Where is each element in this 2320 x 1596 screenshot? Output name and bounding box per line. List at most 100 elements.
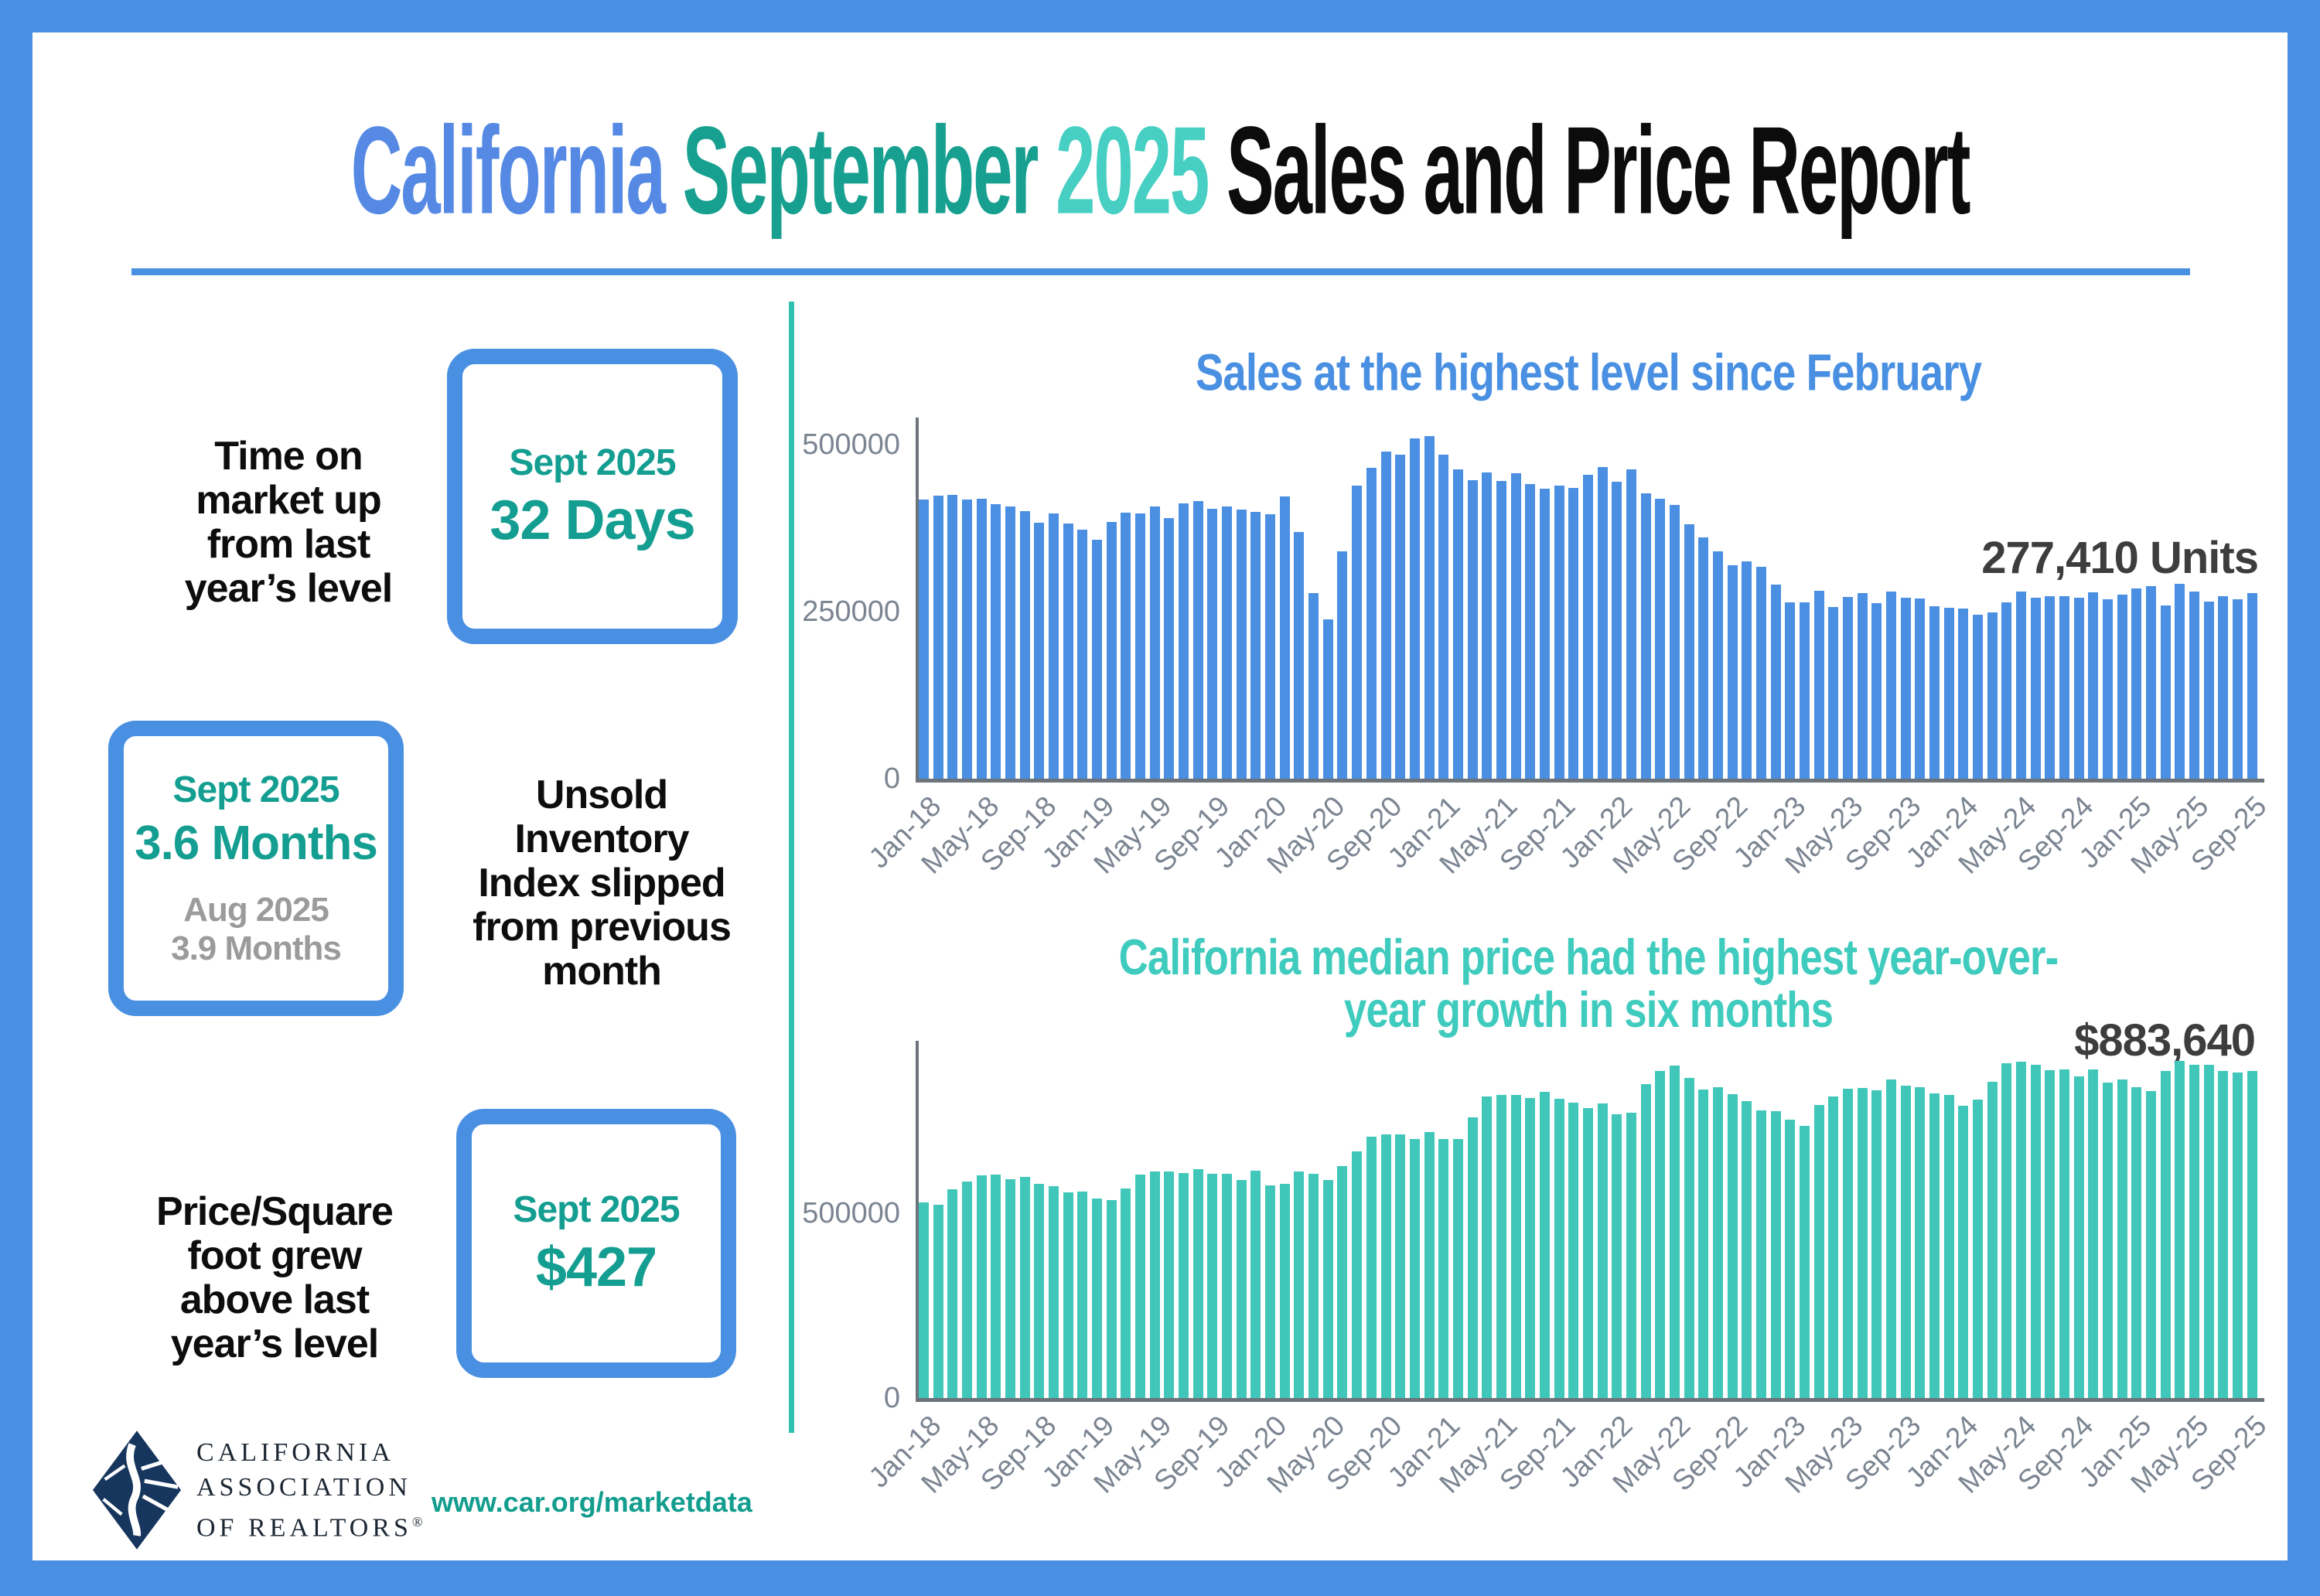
existing-home-sales-bar: [976, 499, 987, 779]
existing-home-sales-bar: [1121, 512, 1131, 779]
median-price-bar: [1121, 1188, 1131, 1398]
median-price-bar: [1640, 1083, 1651, 1398]
median-price-bar: [1409, 1139, 1420, 1398]
existing-home-sales-bar: [1973, 614, 1984, 779]
median-price-bar: [1308, 1173, 1319, 1398]
existing-home-sales-bar: [1943, 608, 1954, 779]
title-month: September: [682, 101, 1039, 240]
median-price-bar: [1164, 1171, 1175, 1398]
median-price-bar: [2030, 1064, 2041, 1398]
median-price-bar: [1452, 1139, 1463, 1398]
median-price-bar: [1886, 1079, 1897, 1398]
median-price-bar: [1352, 1151, 1363, 1398]
existing-home-sales-bar: [1958, 609, 1969, 779]
median-price-bar: [1755, 1110, 1766, 1398]
median-price-bar: [1207, 1174, 1218, 1398]
existing-home-sales-bar: [1395, 455, 1406, 779]
existing-home-sales-bar: [1626, 469, 1636, 779]
existing-home-sales-bar: [1612, 481, 1622, 779]
existing-home-sales-bar: [1929, 606, 1940, 779]
median-price-bar: [2175, 1061, 2185, 1398]
median-price-bar: [933, 1204, 943, 1398]
sales-x-axis-labels: Jan-18 May-18 Sep-18 Jan-19 May-19 Sep-19 Jan-…: [863, 790, 2272, 922]
median-price-bar: [1568, 1102, 1579, 1398]
median-price-bar: [1871, 1090, 1882, 1398]
median-price-bar: [1438, 1138, 1449, 1398]
stat-period-label: Sept 2025: [509, 442, 676, 483]
existing-home-sales-bar: [2175, 583, 2185, 779]
existing-home-sales-bar: [2103, 599, 2114, 779]
existing-home-sales-bar: [1077, 530, 1088, 779]
existing-home-sales-bar: [1813, 590, 1824, 779]
stat-price-sqft-box: Sept 2025 $427: [456, 1109, 736, 1378]
median-price-bar: [1698, 1089, 1709, 1398]
median-price-bar: [1265, 1185, 1276, 1398]
median-price-bar: [1496, 1095, 1506, 1398]
median-price-bar: [1092, 1199, 1103, 1398]
existing-home-sales-bar: [2088, 592, 2099, 779]
median-price-bar: [1222, 1174, 1233, 1398]
stat-unsold-inventory-text: Unsold Inventory Index slipped from prev…: [473, 772, 732, 994]
median-price-bar: [2059, 1069, 2070, 1398]
sales-annotation: 277,410 Units: [1981, 533, 2259, 583]
existing-home-sales-bar: [2073, 597, 2084, 779]
price-bars: [919, 1041, 2258, 1398]
logo-line-realtors: OF REALTORS®: [196, 1513, 427, 1543]
median-price-bar: [1843, 1088, 1853, 1398]
median-price-bar: [1380, 1134, 1391, 1398]
existing-home-sales-bar: [1568, 487, 1579, 779]
median-price-bar: [2131, 1087, 2142, 1398]
existing-home-sales-bar: [1308, 593, 1319, 779]
median-price-bar: [1135, 1175, 1146, 1398]
existing-home-sales-bar: [1727, 564, 1738, 779]
sales-y-axis-line: [916, 418, 919, 779]
existing-home-sales-bar: [2030, 598, 2041, 779]
median-price-bar: [976, 1175, 987, 1398]
median-price-bar: [1294, 1171, 1305, 1398]
median-price-bar: [1770, 1111, 1781, 1398]
marketdata-url[interactable]: www.car.org/marketdata: [432, 1486, 752, 1518]
median-price-bar: [2146, 1091, 2157, 1398]
median-price-bar: [2088, 1069, 2099, 1398]
existing-home-sales-bar: [1207, 508, 1218, 779]
median-price-bar: [1987, 1081, 1998, 1398]
existing-home-sales-bar: [933, 496, 943, 779]
median-price-bar: [2233, 1072, 2243, 1398]
median-price-bar: [1063, 1192, 1073, 1398]
existing-home-sales-bar: [1352, 486, 1363, 779]
car-logo-icon: [92, 1431, 182, 1550]
median-price-bar: [1467, 1117, 1478, 1398]
existing-home-sales-bar: [1467, 479, 1478, 779]
sales-y-axis-labels: 0 250000 500000: [722, 418, 900, 793]
existing-home-sales-bar: [1034, 523, 1045, 779]
median-price-bar: [2045, 1069, 2056, 1398]
existing-home-sales-bar: [991, 503, 1001, 779]
median-price-bar: [1077, 1192, 1088, 1398]
median-price-bar: [1597, 1103, 1608, 1398]
existing-home-sales-bar: [1424, 436, 1435, 779]
median-price-bar: [1828, 1096, 1839, 1398]
existing-home-sales-bar: [2160, 605, 2171, 779]
existing-home-sales-bar: [1192, 501, 1203, 779]
median-price-bar: [1539, 1091, 1550, 1398]
stat-period-label: Sept 2025: [513, 1188, 680, 1230]
median-price-bar: [1510, 1094, 1521, 1398]
sales-bar-chart: 0 250000 500000 Jan-18 May-18 Sep-18 Jan-19 Ma…: [802, 418, 2272, 880]
existing-home-sales-bar: [2117, 595, 2127, 779]
existing-home-sales-bar: [1510, 472, 1521, 779]
price-y-axis-line: [916, 1041, 919, 1398]
existing-home-sales-bar: [1337, 551, 1348, 779]
y-tick-label: 0: [883, 762, 900, 795]
existing-home-sales-bar: [962, 500, 973, 779]
median-price-bar: [1684, 1078, 1694, 1398]
existing-home-sales-bar: [1265, 513, 1276, 779]
median-price-bar: [1929, 1093, 1940, 1398]
median-price-bar: [1669, 1065, 1680, 1398]
stat-prev-months-value: 3.9 Months: [171, 929, 342, 967]
median-price-bar: [1337, 1166, 1348, 1398]
median-price-bar: [1900, 1086, 1911, 1398]
median-price-bar: [1785, 1120, 1796, 1398]
median-price-bar: [1424, 1132, 1435, 1398]
existing-home-sales-bar: [1915, 598, 1926, 779]
median-price-bar: [1034, 1183, 1045, 1398]
